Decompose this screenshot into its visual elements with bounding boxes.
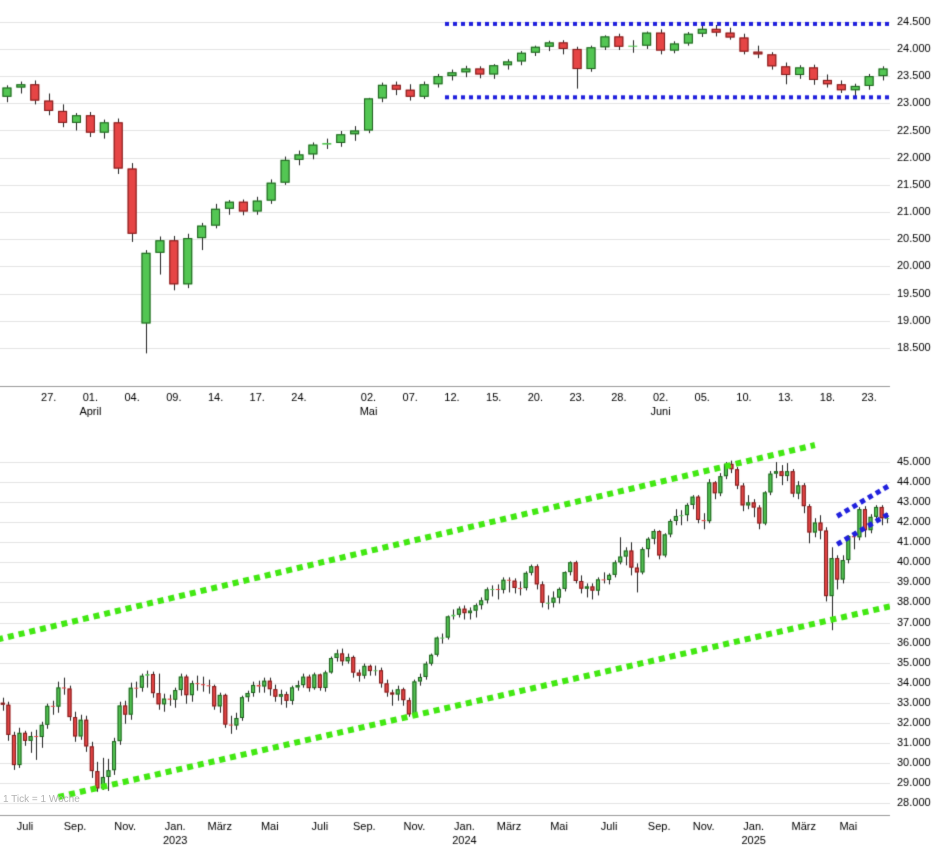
weekly-candlestick-chart-canvas (0, 420, 941, 856)
daily-chart-panel (0, 0, 941, 420)
daily-candlestick-chart-canvas (0, 0, 941, 420)
weekly-chart-panel: 1 Tick = 1 Woche (0, 420, 941, 856)
tick-interval-label: 1 Tick = 1 Woche (3, 794, 80, 805)
